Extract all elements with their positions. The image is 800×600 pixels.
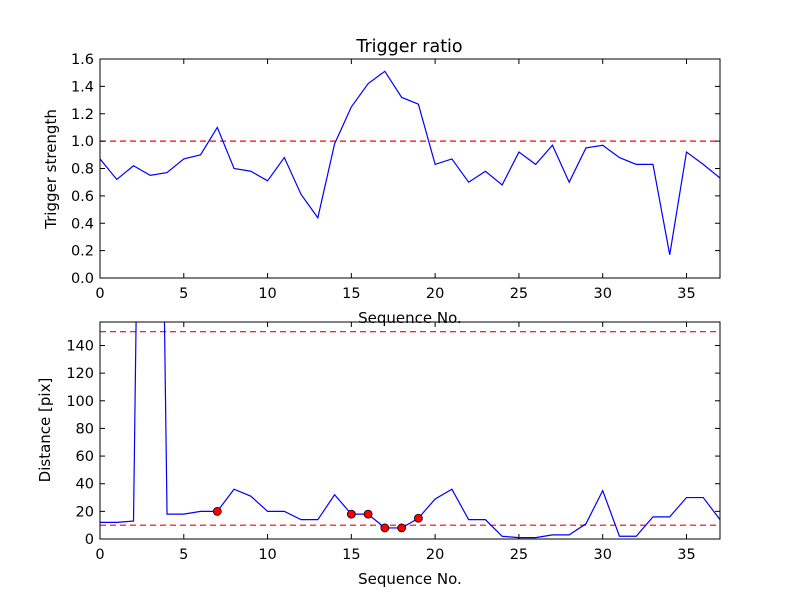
trigger-ratio-chart: Trigger ratio 0 5 10 15 20 25 30 35 0.0 0.2 0.4 0.6… — [42, 37, 721, 327]
x-tick-label: 10 — [258, 286, 276, 302]
data-point-marker — [380, 523, 390, 533]
x-tick-label: 0 — [95, 547, 104, 563]
y-tick-label: 0.0 — [71, 271, 94, 287]
y-axis-title: Distance [pix] — [36, 378, 54, 483]
y-tick-label: 20 — [76, 504, 94, 520]
distance-chart: 0 5 10 15 20 25 30 35 0 20 40 60 80 100 120 140 Sequenc… — [36, 321, 721, 588]
y-tick-label: 40 — [76, 477, 94, 493]
y-tick-label: 1.4 — [71, 79, 94, 95]
x-tick-label: 25 — [510, 286, 528, 302]
plot-content — [100, 70, 720, 255]
data-point-marker — [346, 509, 356, 519]
x-tick-label: 30 — [593, 547, 611, 563]
y-tick-label: 100 — [66, 394, 94, 410]
y-axis-title: Trigger strength — [42, 109, 60, 230]
data-point-marker — [397, 523, 407, 533]
x-tick-label: 30 — [593, 286, 611, 302]
x-tick-label: 0 — [95, 286, 104, 302]
y-tick-label: 120 — [66, 366, 94, 382]
series-line — [100, 70, 720, 255]
trigger-ratio-plot-area: 0 5 10 15 20 25 30 35 0.0 0.2 0.4 0.6 0.8 1.0 1.2 1.4 1.… — [71, 52, 721, 302]
x-tick-label: 10 — [258, 547, 276, 563]
data-point-marker — [363, 509, 373, 519]
x-tick-label: 15 — [342, 286, 360, 302]
y-tick-label: 1.0 — [71, 134, 94, 150]
data-point-marker — [413, 513, 423, 523]
distance-plot-area: 0 5 10 15 20 25 30 35 0 20 40 60 80 100 120 140 — [66, 321, 721, 563]
plot-content — [100, 322, 720, 539]
y-tick-label: 0.4 — [71, 216, 94, 232]
x-tick-label: 5 — [179, 547, 188, 563]
chart-title: Trigger ratio — [355, 37, 462, 57]
y-tick-label: 0.2 — [71, 244, 94, 260]
y-tick-label: 60 — [76, 449, 94, 465]
y-tick-label: 1.2 — [71, 107, 94, 123]
x-tick-label: 25 — [510, 547, 528, 563]
plot-frame — [99, 321, 721, 540]
y-tick-label: 1.6 — [71, 52, 94, 68]
y-tick-label: 80 — [76, 421, 94, 437]
x-tick-label: 35 — [677, 547, 695, 563]
x-tick-label: 35 — [677, 286, 695, 302]
y-tick-label: 0 — [85, 532, 94, 548]
y-tick-label: 0.6 — [71, 189, 94, 205]
x-tick-label: 20 — [426, 547, 444, 563]
x-tick-label: 5 — [179, 286, 188, 302]
x-tick-label: 15 — [342, 547, 360, 563]
x-axis-title: Sequence No. — [358, 570, 462, 588]
y-tick-label: 140 — [66, 338, 94, 354]
data-point-marker — [212, 506, 222, 516]
x-axis-title: Sequence No. — [358, 309, 462, 327]
y-tick-label: 0.8 — [71, 162, 94, 178]
x-tick-label: 20 — [426, 286, 444, 302]
